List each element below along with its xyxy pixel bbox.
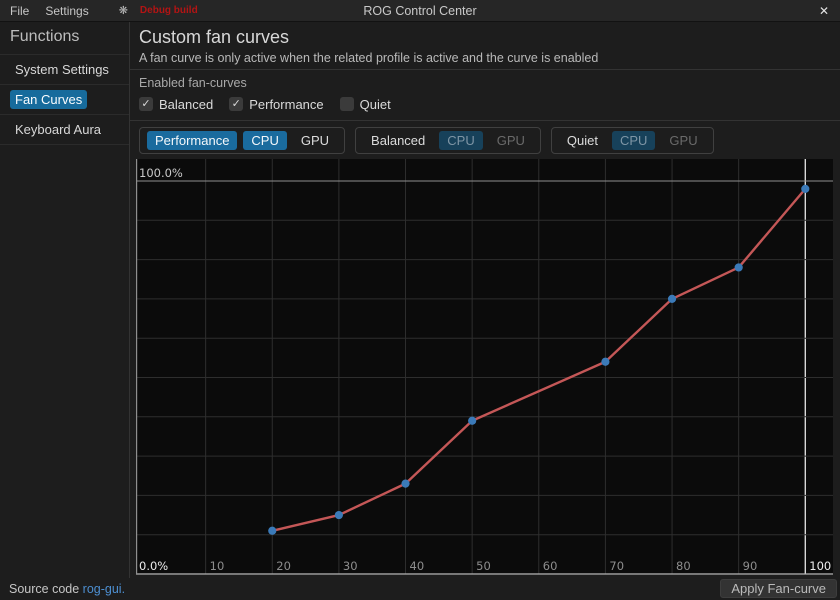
- source-code-link[interactable]: rog-gui.: [82, 582, 126, 596]
- svg-text:10: 10: [210, 559, 225, 573]
- curve-point[interactable]: [667, 294, 677, 303]
- checkbox-performance[interactable]: ✓ Performance: [229, 96, 324, 112]
- main-panel: Custom fan curves A fan curve is only ac…: [130, 22, 840, 578]
- checkbox-balanced-label: Balanced: [159, 96, 214, 112]
- svg-text:20: 20: [276, 559, 291, 573]
- curve-point[interactable]: [801, 184, 810, 193]
- fan-curve-chart-svg[interactable]: 10 20 30 40 50 60 70 80 90 100 100.0% 0.0%: [136, 159, 833, 575]
- sidebar-item-fan-curves[interactable]: Fan Curves: [0, 84, 129, 114]
- tab-performance-cpu[interactable]: CPU: [243, 131, 287, 150]
- curve-point[interactable]: [601, 357, 610, 366]
- page-title: Custom fan curves: [139, 27, 290, 47]
- snowflake-indicator-icon: ❋: [118, 5, 128, 17]
- enabled-fan-curves-label: Enabled fan-curves: [139, 76, 247, 90]
- checkbox-quiet-label: Quiet: [359, 96, 391, 112]
- source-code-text: Source code rog-gui.: [0, 582, 125, 596]
- checkbox-performance-label: Performance: [249, 96, 324, 112]
- page-subtitle: A fan curve is only active when the rela…: [139, 51, 599, 65]
- sidebar-item-label: System Settings: [15, 62, 109, 77]
- svg-text:100.0%: 100.0%: [139, 166, 183, 180]
- checkbox-balanced-box: ✓: [139, 97, 153, 111]
- svg-text:100: 100: [809, 559, 831, 573]
- tab-quiet[interactable]: Quiet: [566, 133, 598, 148]
- enabled-checkbox-row: ✓ Balanced ✓ Performance Quiet: [139, 96, 831, 112]
- svg-text:40: 40: [410, 559, 425, 573]
- tab-group-balanced: Balanced CPU GPU: [355, 127, 541, 154]
- svg-text:70: 70: [609, 559, 624, 573]
- curve-point[interactable]: [734, 263, 743, 272]
- tab-performance-gpu[interactable]: GPU: [300, 133, 330, 148]
- menu-settings[interactable]: Settings: [45, 3, 89, 18]
- tab-quiet-gpu[interactable]: GPU: [669, 133, 698, 148]
- debug-build-badge: Debug build: [139, 5, 198, 16]
- curve-point[interactable]: [268, 526, 277, 535]
- profile-tab-groups: Performance CPU GPU Balanced CPU GPU Qui…: [130, 121, 840, 159]
- tab-balanced-gpu[interactable]: GPU: [496, 133, 525, 148]
- sidebar-item-keyboard-aura[interactable]: Keyboard Aura: [0, 114, 129, 145]
- tab-group-performance: Performance CPU GPU: [139, 127, 346, 154]
- svg-text:90: 90: [743, 559, 758, 573]
- checkbox-balanced[interactable]: ✓ Balanced: [139, 97, 213, 112]
- tab-group-quiet: Quiet CPU GPU: [550, 127, 714, 154]
- checkbox-quiet-box: [339, 97, 354, 111]
- curve-point[interactable]: [334, 510, 343, 520]
- titlebar: File Settings ❋ Debug build ROG Control …: [0, 0, 840, 22]
- sidebar-item-system-settings[interactable]: System Settings: [0, 54, 129, 84]
- svg-text:0.0%: 0.0%: [139, 559, 168, 573]
- status-bar: Source code rog-gui. Apply Fan-curve: [0, 578, 840, 600]
- svg-text:80: 80: [676, 559, 691, 573]
- svg-text:50: 50: [476, 559, 491, 573]
- svg-text:60: 60: [543, 559, 558, 573]
- sidebar-item-label: Keyboard Aura: [15, 122, 102, 137]
- svg-text:30: 30: [343, 559, 358, 573]
- tab-performance[interactable]: Performance: [147, 131, 238, 150]
- curve-point[interactable]: [401, 479, 410, 488]
- enabled-fan-curves-section: Enabled fan-curves ✓ Balanced ✓ Performa…: [130, 70, 840, 121]
- close-icon[interactable]: ✕: [818, 3, 829, 18]
- page-header: Custom fan curves A fan curve is only ac…: [130, 22, 840, 70]
- tab-balanced-cpu[interactable]: CPU: [439, 131, 483, 150]
- tab-balanced[interactable]: Balanced: [371, 133, 426, 148]
- menu-file[interactable]: File: [10, 3, 30, 18]
- window-body: Functions System Settings Fan Curves Key…: [0, 22, 840, 578]
- source-code-label: Source code: [9, 582, 80, 596]
- sidebar: Functions System Settings Fan Curves Key…: [0, 22, 130, 578]
- sidebar-header: Functions: [10, 28, 80, 45]
- checkbox-quiet[interactable]: Quiet: [339, 96, 391, 112]
- fan-curve-chart[interactable]: 10 20 30 40 50 60 70 80 90 100 100.0% 0.0%: [136, 159, 833, 575]
- fan-curve-line: [271, 187, 807, 532]
- curve-point[interactable]: [468, 416, 477, 425]
- menubar: File Settings ❋ Debug build: [0, 4, 198, 18]
- sidebar-item-label: Fan Curves: [10, 90, 88, 109]
- tab-quiet-cpu[interactable]: CPU: [611, 131, 656, 150]
- checkbox-performance-box: ✓: [229, 97, 244, 111]
- apply-fan-curve-button[interactable]: Apply Fan-curve: [720, 579, 837, 598]
